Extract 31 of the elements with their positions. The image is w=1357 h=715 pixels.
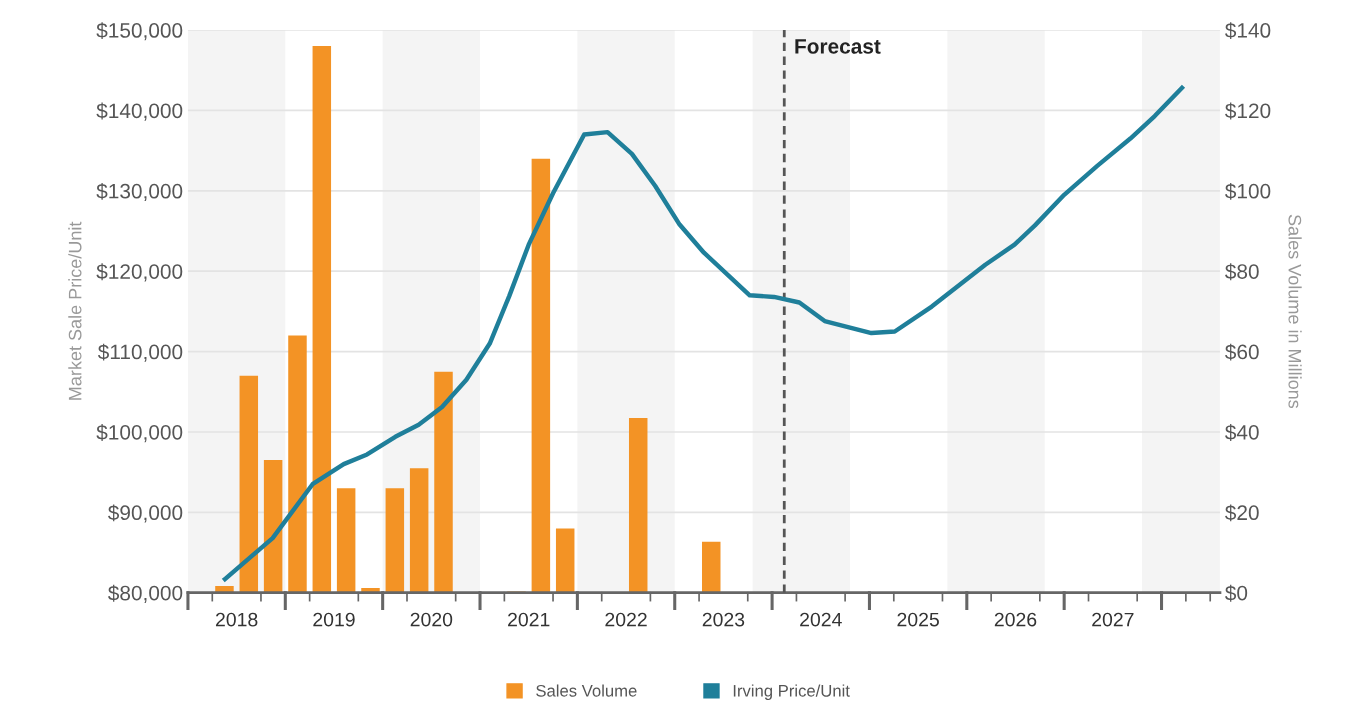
legend-label: Sales Volume — [536, 684, 637, 697]
y2-tick-label: $140 — [1225, 22, 1271, 40]
y-tick-label: $140,000 — [96, 102, 183, 121]
y-tick-label: $90,000 — [108, 504, 183, 523]
y2-tick-label: $0 — [1225, 584, 1248, 602]
y2-tick-label: $60 — [1225, 343, 1259, 361]
x-tick-label: 2027 — [1092, 612, 1134, 627]
x-tick-label: 2024 — [800, 612, 842, 627]
y-tick-label: $130,000 — [96, 182, 183, 202]
y-axis-title: Market Sale Price/Unit — [68, 221, 82, 400]
y-tick-label: $100,000 — [96, 424, 183, 443]
x-tick-label: 2023 — [702, 612, 745, 627]
y2-axis-title: Sales Volume in Millions — [1288, 214, 1302, 409]
y2-tick-label: $120 — [1225, 102, 1271, 120]
x-tick-label: 2019 — [313, 612, 355, 627]
ref-line-label: Forecast — [795, 39, 881, 54]
y-tick-label: $110,000 — [97, 343, 183, 362]
legend-label: Irving Price/Unit — [733, 684, 850, 700]
x-tick-label: 2022 — [605, 612, 647, 627]
x-tick-label: 2025 — [897, 612, 939, 627]
y-tick-label: $150,000 — [96, 22, 183, 41]
y2-tick-label: $100 — [1225, 182, 1271, 200]
x-tick-label: 2020 — [410, 612, 453, 627]
x-tick-label: 2018 — [215, 612, 258, 627]
x-tick-label: 2021 — [508, 612, 550, 627]
y2-tick-label: $40 — [1225, 424, 1259, 441]
x-tick-label: 2026 — [994, 612, 1037, 627]
y-tick-label: $120,000 — [96, 263, 183, 282]
y-tick-label: $80,000 — [108, 584, 183, 603]
y2-tick-label: $80 — [1225, 263, 1259, 281]
y2-tick-label: $20 — [1225, 504, 1259, 522]
